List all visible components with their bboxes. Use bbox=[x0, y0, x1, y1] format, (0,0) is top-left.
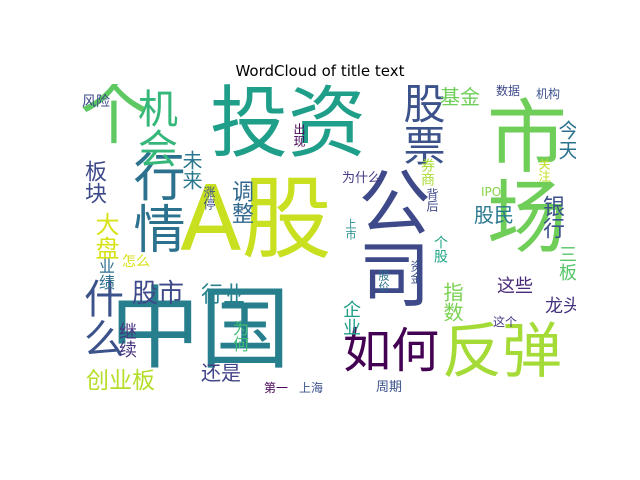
word-45: 个股 bbox=[432, 235, 448, 263]
chart-title: WordCloud of title text bbox=[235, 62, 405, 80]
word-18: 还是 bbox=[201, 361, 241, 385]
word-50: 第一 bbox=[264, 381, 289, 395]
word-25: 三板 bbox=[556, 245, 576, 281]
word-49: 这个 bbox=[493, 315, 518, 329]
word-42: 背后 bbox=[425, 188, 439, 212]
word-47: 股价 bbox=[377, 270, 390, 292]
word-19: 行业 bbox=[201, 283, 246, 308]
word-51: 上海 bbox=[299, 381, 324, 395]
word-39: 为什么 bbox=[342, 171, 382, 186]
word-44: 上市 bbox=[344, 218, 357, 240]
word-43: IPO bbox=[481, 185, 502, 199]
word-11: 什么 bbox=[77, 278, 123, 358]
word-46: 资金 bbox=[409, 260, 423, 284]
word-21: 股民 bbox=[474, 203, 514, 227]
word-15: 调整 bbox=[228, 180, 253, 224]
word-40: 券商 bbox=[419, 158, 435, 186]
word-27: 这些 bbox=[497, 276, 533, 297]
word-29: 企业 bbox=[340, 300, 361, 336]
word-16: 大盘 bbox=[91, 212, 119, 260]
word-4: 市场 bbox=[474, 95, 567, 255]
word-35: 数据 bbox=[496, 84, 521, 98]
word-7: 如何 bbox=[343, 323, 440, 379]
word-31: 为何 bbox=[230, 320, 249, 352]
word-13: 创业板 bbox=[86, 368, 155, 394]
word-30: 继续 bbox=[116, 322, 137, 358]
word-28: 指数 bbox=[440, 282, 464, 322]
word-2: 中国 bbox=[110, 277, 290, 382]
word-23: 银行 bbox=[539, 195, 564, 239]
word-38: 涨停 bbox=[202, 186, 216, 210]
word-5: 公司 bbox=[346, 165, 430, 309]
word-8: 个 bbox=[80, 84, 149, 155]
word-9: 行情 bbox=[124, 150, 184, 254]
word-48: 周期 bbox=[376, 380, 403, 395]
word-24: 今天 bbox=[555, 120, 576, 160]
word-41: 关注 bbox=[537, 158, 551, 182]
word-22: 基金 bbox=[440, 85, 480, 109]
word-33: 怎么 bbox=[122, 254, 150, 270]
word-34: 风险 bbox=[82, 94, 110, 110]
word-10: 股票 bbox=[397, 84, 446, 166]
word-6: 反弹 bbox=[442, 317, 562, 387]
word-1: A股 bbox=[180, 167, 332, 272]
word-14: 股市 bbox=[132, 279, 185, 309]
word-32: 业绩 bbox=[96, 258, 115, 290]
word-12: 机会 bbox=[131, 88, 177, 168]
word-20: 未来 bbox=[179, 150, 203, 190]
word-26: 龙头 bbox=[545, 296, 576, 317]
word-3: 投资 bbox=[210, 84, 367, 169]
word-37: 出现 bbox=[292, 123, 306, 147]
word-17: 板块 bbox=[81, 160, 106, 204]
word-36: 机构 bbox=[536, 87, 561, 101]
word-cloud: A股 中国 投资 市场 公司 反弹 如何 个行情 股票什么 机会创业板 股市 调整大盘 板块还是 行业 未来… bbox=[72, 84, 576, 400]
